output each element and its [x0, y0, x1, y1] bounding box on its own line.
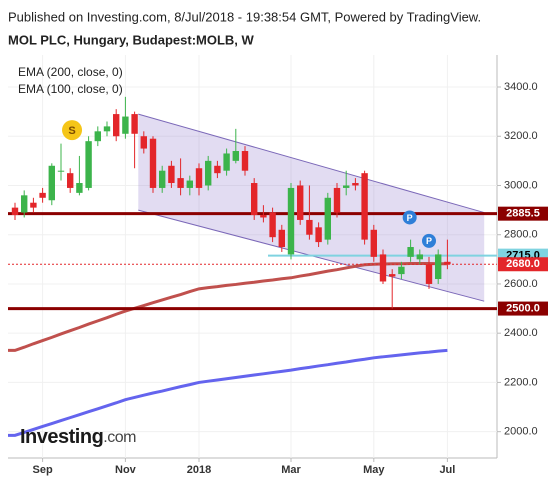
- candle-body: [85, 141, 92, 188]
- candle-body: [278, 229, 285, 248]
- candle-body: [297, 185, 304, 220]
- y-tick-label: 3000.0: [504, 179, 538, 191]
- candle-body: [324, 197, 331, 240]
- price-tag-label: 2885.5: [506, 208, 540, 220]
- x-tick-label: May: [363, 464, 385, 476]
- event-marker: [402, 210, 417, 225]
- published-note: Published on Investing.com, 8/Jul/2018 -…: [8, 9, 481, 24]
- y-tick-label: 2200.0: [504, 376, 538, 388]
- candle-body: [435, 254, 442, 280]
- candle-body: [177, 178, 184, 188]
- price-tag: [498, 257, 548, 272]
- candle-body: [407, 247, 414, 257]
- candle-body: [232, 151, 239, 161]
- candle-body: [140, 136, 147, 149]
- candle-body: [287, 187, 295, 255]
- y-tick-label: 2800.0: [504, 229, 538, 241]
- candle-body: [343, 185, 350, 188]
- event-marker-label: P: [426, 236, 432, 246]
- candle-body: [159, 170, 166, 188]
- price-tag: [498, 301, 548, 316]
- candle-body: [168, 165, 175, 184]
- candle-body: [389, 274, 396, 277]
- chart-title: MOL PLC, Hungary, Budapest:MOLB, W: [8, 32, 255, 47]
- candle-body: [425, 264, 433, 284]
- legend-label: EMA (100, close, 0): [18, 82, 123, 96]
- candle-body: [214, 165, 221, 174]
- candle-body: [21, 195, 28, 213]
- x-tick-label: Sep: [33, 464, 53, 476]
- candle-body: [149, 138, 157, 188]
- candle-body: [333, 187, 341, 213]
- candle-body: [131, 114, 138, 134]
- x-tick-label: Mar: [281, 464, 301, 476]
- candle-body: [94, 131, 101, 142]
- event-marker: [422, 233, 436, 248]
- candle-body: [11, 207, 19, 216]
- candle-body: [416, 254, 423, 260]
- legend-label: EMA (200, close, 0): [18, 65, 123, 79]
- candle-body: [205, 160, 212, 186]
- candle-body: [186, 180, 193, 188]
- channel-line: [138, 113, 485, 214]
- candle-body: [241, 151, 249, 171]
- event-marker: [62, 120, 83, 141]
- ema-line: [8, 348, 448, 437]
- candle-body: [113, 114, 120, 137]
- candle-body: [398, 266, 405, 275]
- candle-body: [195, 168, 203, 188]
- candle-body: [306, 219, 313, 235]
- candle-body: [315, 227, 322, 243]
- y-tick-label: 3400.0: [504, 81, 538, 93]
- logo: Investing.com: [20, 426, 136, 448]
- x-tick-label: Nov: [115, 464, 137, 476]
- candle-body: [260, 215, 267, 218]
- candle-body: [76, 183, 83, 193]
- candle-body: [352, 183, 359, 186]
- candle-body: [48, 165, 55, 201]
- y-tick-label: 3200.0: [504, 130, 538, 142]
- candle-body: [67, 173, 74, 188]
- price-tag: [498, 206, 548, 221]
- logo-suffix: .com: [103, 429, 136, 446]
- candle-body: [103, 126, 111, 132]
- price-tag-label: 2680.0: [506, 258, 540, 270]
- x-tick-label: Jul: [439, 464, 455, 476]
- price-tag-label: 2500.0: [506, 302, 540, 314]
- candle-body: [361, 173, 368, 240]
- y-tick-label: 2400.0: [504, 327, 538, 339]
- candle-body: [444, 261, 451, 265]
- logo-main: Investing: [20, 426, 103, 448]
- event-marker-label: S: [68, 125, 75, 137]
- candle-body: [251, 183, 258, 216]
- candle-body: [223, 153, 230, 171]
- y-tick-label: 2000.0: [504, 426, 538, 438]
- candle-body: [379, 254, 387, 282]
- candle-body: [39, 192, 46, 198]
- event-marker-label: P: [407, 213, 413, 223]
- candle-body: [57, 170, 65, 172]
- candle-body: [30, 202, 37, 208]
- y-tick-label: 2600.0: [504, 278, 538, 290]
- candle-body: [370, 229, 377, 257]
- candle-body: [122, 116, 129, 134]
- candle-body: [269, 212, 276, 238]
- x-tick-label: 2018: [187, 464, 211, 476]
